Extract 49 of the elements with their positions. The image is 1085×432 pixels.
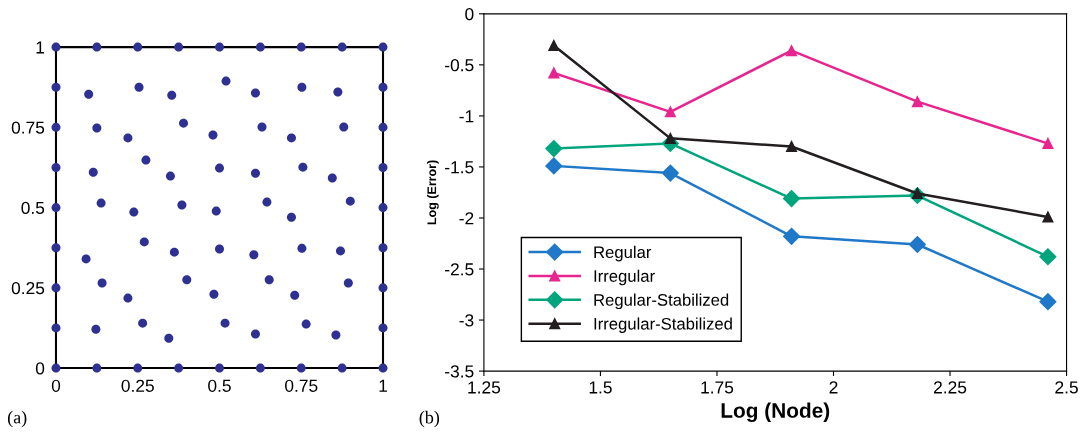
legend-label: Regular [594,245,652,262]
y-tick-label: 0.25 [11,281,45,295]
x-tick-label: 1.25 [468,381,501,394]
point [785,140,798,153]
x-tick-label: 1 [379,379,387,392]
y-tick-label: -2 [459,212,474,225]
point [911,96,923,108]
point [1039,293,1057,311]
point [664,106,676,118]
point [545,140,563,158]
x-tick-label: 2.25 [934,381,967,394]
legend-label: Irregular [594,269,655,286]
x-tick-label: 2.5 [1055,381,1078,394]
x-tick-label: 0.75 [285,379,318,392]
y-tick-label: 1 [36,41,45,54]
point [1042,137,1054,150]
x-tick-label: 2 [829,381,838,394]
point [908,235,926,254]
y-tick-label: -1.5 [445,161,474,174]
y-tick-label: 0 [465,7,474,21]
y-tick-label: -3 [459,314,474,327]
y-axis-title: Log (Error) [427,160,439,225]
y-tick-label: -2.5 [445,263,474,276]
y-tick-label: 0.75 [11,121,45,134]
x-tick-label: 1.75 [701,381,734,394]
x-tick-label: 1.5 [589,381,612,394]
y-tick-label: -0.5 [445,59,474,72]
point [664,132,676,144]
point [782,190,801,208]
point [661,164,679,182]
legend-label: Irregular-Stabilized [594,317,732,333]
text: (a) [7,410,27,428]
x-axis-title: Log (Node) [721,402,830,423]
point [548,39,560,52]
point [785,45,798,57]
legend-label: Regular-Stabilized [594,293,729,310]
point [1039,248,1057,266]
y-tick-label: -3.5 [445,365,474,378]
x-tick-label: 0 [51,379,61,392]
point [782,227,801,245]
point [1042,211,1054,223]
y-tick-label: 0.5 [21,201,45,215]
point [545,157,563,175]
x-tick-label: 0.5 [208,379,231,392]
y-tick-label: -1 [459,110,474,123]
point [548,67,560,79]
y-tick-label: 0 [35,362,45,375]
x-tick-label: 0.25 [121,379,154,392]
text: (b) [419,410,440,428]
